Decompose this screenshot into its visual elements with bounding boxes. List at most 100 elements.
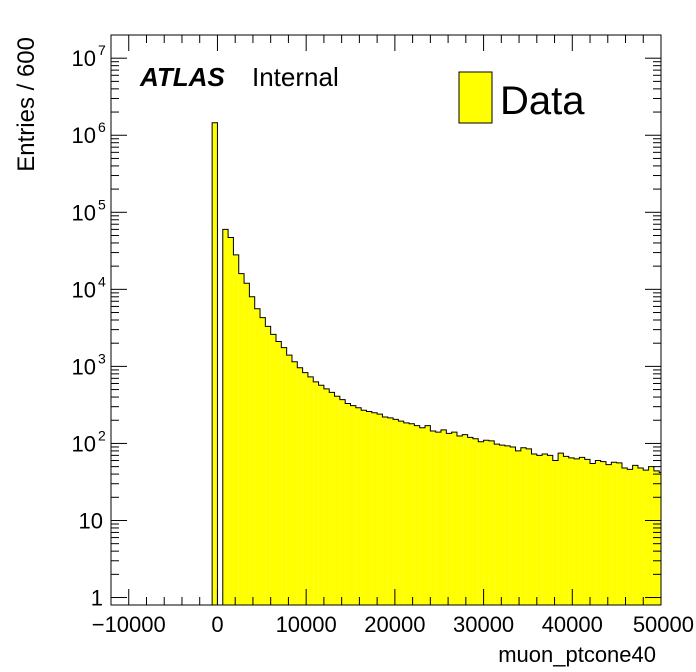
histogram-bar (260, 317, 266, 605)
histogram-bar (361, 410, 367, 605)
histogram-bar (494, 444, 500, 605)
histogram-bar (291, 361, 298, 605)
histogram-bar (382, 417, 388, 605)
histogram-bar (334, 396, 340, 605)
histogram-bar (222, 229, 229, 605)
histogram-bar (366, 411, 372, 605)
histogram-bar (637, 467, 644, 605)
histogram-bar (542, 453, 548, 605)
histogram-bar (515, 450, 521, 605)
legend-label: Data (500, 79, 585, 123)
y-tick-label: 1 (91, 586, 103, 611)
y-tick-label: 10 (72, 46, 96, 71)
legend-swatch (458, 71, 493, 124)
x-axis-label: muon_ptcone40 (498, 642, 656, 667)
histogram-bar (536, 455, 543, 605)
plot-frame (110, 34, 662, 606)
histogram-bar (563, 456, 569, 605)
histogram-bar (467, 437, 473, 605)
x-tick-label: 30000 (453, 612, 514, 637)
histogram-bar (265, 326, 271, 605)
histogram-bar (558, 453, 564, 605)
histogram-bar (435, 432, 441, 605)
histogram-bar (307, 376, 314, 605)
histogram-bar (483, 440, 489, 605)
histogram-bar (446, 433, 452, 605)
histogram-bars (211, 122, 661, 606)
histogram-bar (249, 296, 255, 605)
histogram-bar (329, 392, 335, 605)
x-tick-label: 20000 (364, 612, 425, 637)
histogram-bar (318, 385, 324, 605)
histogram-bar (345, 403, 351, 605)
histogram-outline (211, 122, 661, 606)
histogram-bar (531, 453, 537, 605)
histogram-bar (451, 432, 457, 605)
histogram-bar (238, 273, 245, 605)
x-tick-label: 50000 (633, 612, 694, 637)
histogram-bar (510, 446, 516, 605)
histogram-bar (233, 254, 239, 606)
histogram-bar (414, 425, 420, 605)
histogram-bar (425, 425, 431, 605)
histogram-bar (403, 422, 410, 605)
histogram-bar (547, 455, 553, 605)
histogram-bar (574, 458, 580, 605)
histogram-bar (600, 461, 606, 605)
histogram-bar (441, 429, 447, 605)
histogram-bar (350, 405, 356, 605)
y-tick-exponent: 6 (98, 119, 106, 135)
histogram-bar (297, 367, 303, 605)
histogram-bar (648, 466, 654, 605)
histogram-bar (286, 355, 292, 605)
x-tick-label: 10000 (276, 612, 337, 637)
histogram-bar (430, 431, 436, 605)
histogram-bar (595, 460, 601, 605)
histogram-bar (472, 438, 479, 605)
histogram-bar (387, 417, 394, 605)
histogram-bar (398, 421, 404, 605)
histogram-bar (584, 459, 591, 605)
y-tick-exponent: 5 (98, 196, 106, 212)
histogram-bar (302, 372, 308, 605)
histogram-bar (621, 467, 628, 605)
histogram-bar (409, 423, 415, 605)
histogram-bar (276, 341, 282, 605)
histogram-bar (627, 469, 633, 605)
histogram-bar (568, 457, 575, 605)
histogram-bar (659, 472, 661, 605)
histogram-bar (606, 464, 612, 605)
y-tick-label: 10 (72, 354, 96, 379)
histogram-bar (488, 440, 495, 605)
histogram-bar (579, 457, 585, 605)
histogram-bar (499, 445, 505, 605)
x-tick-label: 0 (211, 612, 223, 637)
internal-label: Internal (252, 62, 339, 92)
histogram-bar (552, 460, 559, 605)
histogram-bar (611, 462, 617, 605)
histogram-bar (526, 448, 532, 605)
histogram-bar (504, 445, 511, 605)
histogram-bar (323, 388, 330, 605)
y-tick-label: 10 (72, 277, 96, 302)
histogram-bar (281, 347, 287, 605)
histogram-bar (616, 462, 622, 605)
atlas-label: ATLAS (139, 62, 225, 92)
y-tick-exponent: 7 (98, 42, 106, 58)
histogram-bar (643, 470, 649, 605)
histogram-bar (254, 308, 261, 605)
histogram-bar (339, 399, 346, 605)
histogram-bar (355, 407, 362, 605)
histogram-bar (478, 441, 484, 605)
x-tick-label: −10000 (92, 612, 166, 637)
histogram-bar (371, 412, 378, 605)
histogram-bar (270, 334, 276, 605)
y-tick-exponent: 2 (98, 427, 106, 443)
histogram-bar (228, 237, 234, 605)
x-tick-labels: −10000 0 10000 20000 30000 40000 50000 (92, 612, 694, 637)
y-tick-label: 10 (72, 200, 96, 225)
histogram-bar (520, 447, 527, 605)
histogram-bar (456, 435, 463, 605)
